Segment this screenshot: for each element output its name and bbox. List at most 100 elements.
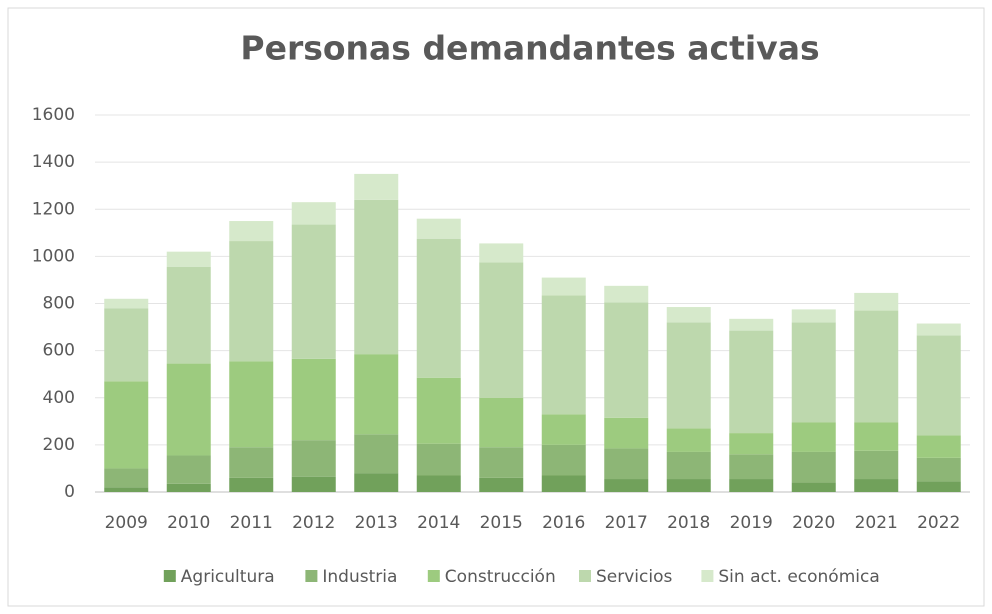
- x-tick-label: 2016: [542, 513, 585, 533]
- y-tick-label: 0: [64, 482, 75, 502]
- bar-segment: [354, 199, 399, 355]
- bar-segment: [416, 443, 461, 476]
- legend-swatch: [427, 570, 440, 582]
- x-tick-label: 2010: [167, 513, 210, 533]
- y-tick-label: 1200: [32, 199, 75, 219]
- bar-segment: [916, 323, 961, 336]
- bar-segment: [791, 451, 836, 483]
- y-tick-label: 1000: [32, 246, 75, 266]
- bar-segment: [854, 310, 899, 423]
- bar-segment: [416, 475, 461, 492]
- legend-swatch: [701, 570, 714, 582]
- legend-label: Servicios: [596, 567, 672, 587]
- bar-segment: [166, 483, 211, 492]
- bar-segment: [729, 454, 774, 480]
- bar-segment: [479, 397, 524, 448]
- bar-segment: [166, 455, 211, 484]
- bar-segment: [416, 377, 461, 444]
- legend-swatch: [163, 570, 176, 582]
- bar-segment: [729, 479, 774, 492]
- y-tick-label: 800: [43, 294, 75, 314]
- bar-segment: [166, 363, 211, 456]
- bar-segment: [479, 447, 524, 478]
- bar-segment: [791, 322, 836, 423]
- bar-segment: [104, 298, 149, 309]
- bar-segment: [916, 335, 961, 436]
- x-tick-label: 2020: [792, 513, 835, 533]
- bar-segment: [916, 435, 961, 458]
- bar-segment: [604, 285, 649, 303]
- legend-label: Sin act. económica: [718, 567, 879, 587]
- x-tick-label: 2013: [355, 513, 398, 533]
- bar-segment: [666, 479, 711, 492]
- legend-label: Agricultura: [181, 567, 275, 587]
- bar-segment: [229, 241, 274, 362]
- x-tick-label: 2022: [917, 513, 960, 533]
- bar-segment: [854, 292, 899, 311]
- bar-segment: [354, 354, 399, 435]
- bar-segment: [666, 322, 711, 429]
- y-tick-label: 1600: [32, 105, 75, 125]
- x-tick-label: 2015: [480, 513, 523, 533]
- bar-segment: [541, 414, 586, 445]
- x-tick-label: 2018: [667, 513, 710, 533]
- bar-segment: [604, 302, 649, 418]
- bar-segment: [541, 277, 586, 296]
- bar-segment: [729, 433, 774, 455]
- bar-segment: [166, 251, 211, 267]
- bar-segment: [541, 295, 586, 415]
- bar-segment: [354, 173, 399, 200]
- bar-segment: [854, 479, 899, 492]
- bar-segment: [229, 221, 274, 242]
- bar-segment: [729, 318, 774, 331]
- chart-title: Personas demandantes activas: [240, 29, 819, 68]
- bar-segment: [229, 477, 274, 492]
- bar-segment: [229, 361, 274, 448]
- bar-segment: [166, 266, 211, 364]
- bar-segment: [104, 487, 149, 492]
- bar-segment: [104, 308, 149, 382]
- bar-segment: [354, 473, 399, 492]
- legend-swatch: [305, 570, 318, 582]
- x-tick-label: 2009: [105, 513, 148, 533]
- bar-segment: [541, 475, 586, 492]
- legend-swatch: [579, 570, 591, 582]
- bar-segment: [104, 381, 149, 469]
- x-tick-label: 2012: [292, 513, 335, 533]
- bar-segment: [354, 434, 399, 474]
- bar-segment: [604, 417, 649, 449]
- bar-segment: [479, 477, 524, 492]
- bar-segment: [791, 422, 836, 452]
- y-tick-label: 600: [43, 341, 75, 361]
- x-tick-label: 2021: [855, 513, 898, 533]
- bar-segment: [666, 307, 711, 323]
- bar-segment: [479, 243, 524, 263]
- y-tick-label: 1400: [32, 152, 75, 172]
- bar-segment: [791, 482, 836, 492]
- bar-segment: [291, 476, 336, 492]
- bar-segment: [666, 428, 711, 452]
- x-tick-label: 2017: [605, 513, 648, 533]
- bar-segment: [104, 468, 149, 488]
- bar-segment: [291, 224, 336, 359]
- bar-segment: [854, 450, 899, 480]
- bar-segment: [729, 330, 774, 434]
- bar-segment: [854, 422, 899, 451]
- x-tick-label: 2014: [417, 513, 460, 533]
- bar-segment: [916, 457, 961, 482]
- bar-segment: [291, 358, 336, 441]
- y-tick-label: 200: [43, 435, 75, 455]
- bar-segment: [541, 444, 586, 476]
- bar-segment: [604, 479, 649, 492]
- bar-segment: [916, 481, 961, 492]
- bar-segment: [291, 202, 336, 225]
- x-tick-label: 2019: [730, 513, 773, 533]
- bar-segment: [604, 448, 649, 480]
- bar-segment: [416, 218, 461, 239]
- bar-segment: [479, 262, 524, 398]
- bar-segment: [666, 451, 711, 480]
- bar-segment: [791, 309, 836, 323]
- bar-segment: [229, 447, 274, 478]
- bar-segment: [416, 238, 461, 378]
